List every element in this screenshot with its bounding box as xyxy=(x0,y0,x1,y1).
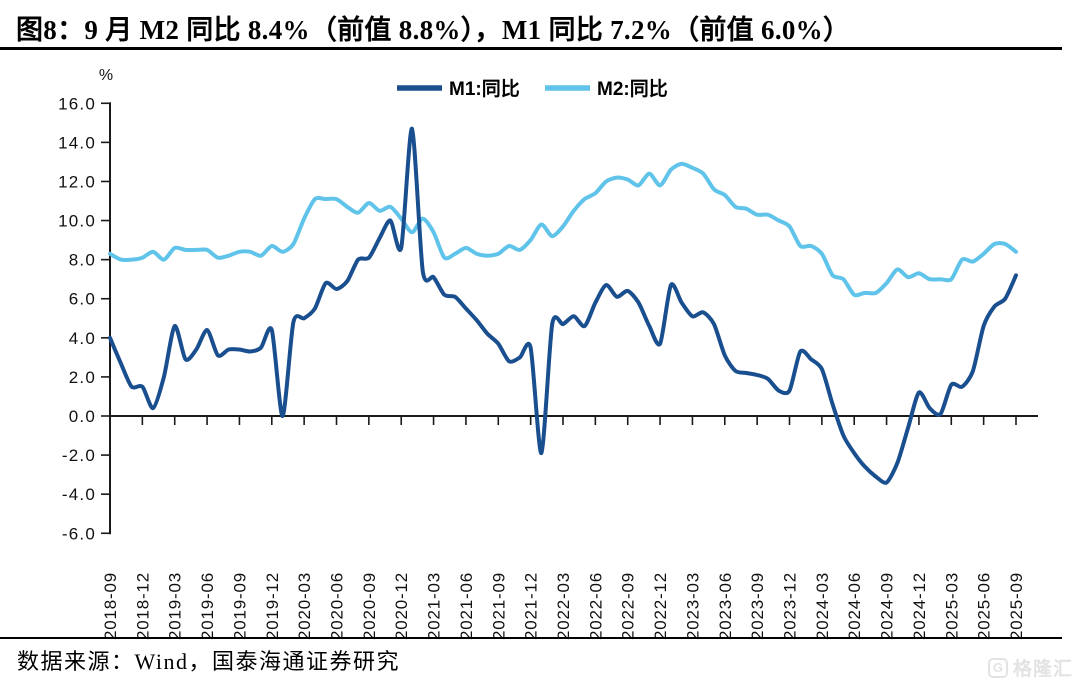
x-tick-label: 2025-03 xyxy=(942,572,961,640)
data-source: 数据来源：Wind，国泰海通证券研究 xyxy=(17,649,400,674)
y-tick-label: 8.0 xyxy=(69,251,96,270)
y-tick-label: 0.0 xyxy=(69,407,96,426)
title-divider xyxy=(0,47,1062,50)
x-tick-label: 2024-06 xyxy=(845,572,864,640)
y-axis-unit: % xyxy=(99,67,113,84)
x-tick-label: 2024-12 xyxy=(910,572,929,640)
x-tick-label: 2019-12 xyxy=(263,572,282,640)
gelonghui-watermark: G 格隆汇 xyxy=(987,654,1073,681)
gelonghui-brand-text: 格隆汇 xyxy=(1012,659,1073,680)
x-tick-label: 2022-09 xyxy=(619,572,638,640)
x-tick-label: 2021-12 xyxy=(522,572,541,640)
y-tick-label: -2.0 xyxy=(62,446,96,465)
y-tick-label: 6.0 xyxy=(69,290,96,309)
x-tick-label: 2020-03 xyxy=(295,572,314,640)
x-tick-label: 2019-06 xyxy=(198,572,217,640)
x-tick-label: 2025-06 xyxy=(975,572,994,640)
gelonghui-logo-icon: G xyxy=(987,657,1008,678)
x-tick-label: 2020-12 xyxy=(392,572,411,640)
y-tick-label: -6.0 xyxy=(62,524,96,543)
legend-label-m2: M2:同比 xyxy=(597,78,668,100)
x-tick-label: 2018-12 xyxy=(133,572,152,640)
x-tick-label: 2022-03 xyxy=(554,572,573,640)
series-line-m2 xyxy=(108,161,1018,298)
x-tick-label: 2021-03 xyxy=(425,572,444,640)
y-tick-label: 4.0 xyxy=(69,329,96,348)
x-tick-label: 2020-09 xyxy=(360,572,379,640)
y-tick-label: 12.0 xyxy=(58,172,96,191)
x-tick-label: 2024-03 xyxy=(813,572,832,640)
x-tick-label: 2021-06 xyxy=(457,572,476,640)
y-tick-label: -4.0 xyxy=(62,485,96,504)
series-line-m1 xyxy=(108,126,1018,485)
x-tick-label: 2023-03 xyxy=(683,572,702,640)
x-tick-label: 2022-12 xyxy=(651,572,670,640)
x-tick-label: 2025-09 xyxy=(1007,572,1026,640)
y-tick-label: 16.0 xyxy=(58,94,96,113)
x-tick-label: 2018-09 xyxy=(101,572,120,640)
y-tick-label: 10.0 xyxy=(58,212,96,231)
x-tick-label: 2019-09 xyxy=(230,572,249,640)
y-tick-label: 2.0 xyxy=(69,368,96,387)
x-tick-label: 2023-12 xyxy=(781,572,800,640)
x-tick-label: 2021-09 xyxy=(489,572,508,640)
x-tick-label: 2023-06 xyxy=(716,572,735,640)
figure-title: 图8：9 月 M2 同比 8.4%（前值 8.8%），M1 同比 7.2%（前值… xyxy=(16,15,851,45)
y-tick-label: 14.0 xyxy=(58,133,96,152)
footer-divider xyxy=(0,637,1062,639)
x-tick-label: 2024-09 xyxy=(878,572,897,640)
x-tick-label: 2020-06 xyxy=(328,572,347,640)
x-tick-label: 2022-06 xyxy=(586,572,605,640)
x-tick-label: 2023-09 xyxy=(748,572,767,640)
x-tick-label: 2019-03 xyxy=(166,572,185,640)
legend-label-m1: M1:同比 xyxy=(449,78,520,100)
